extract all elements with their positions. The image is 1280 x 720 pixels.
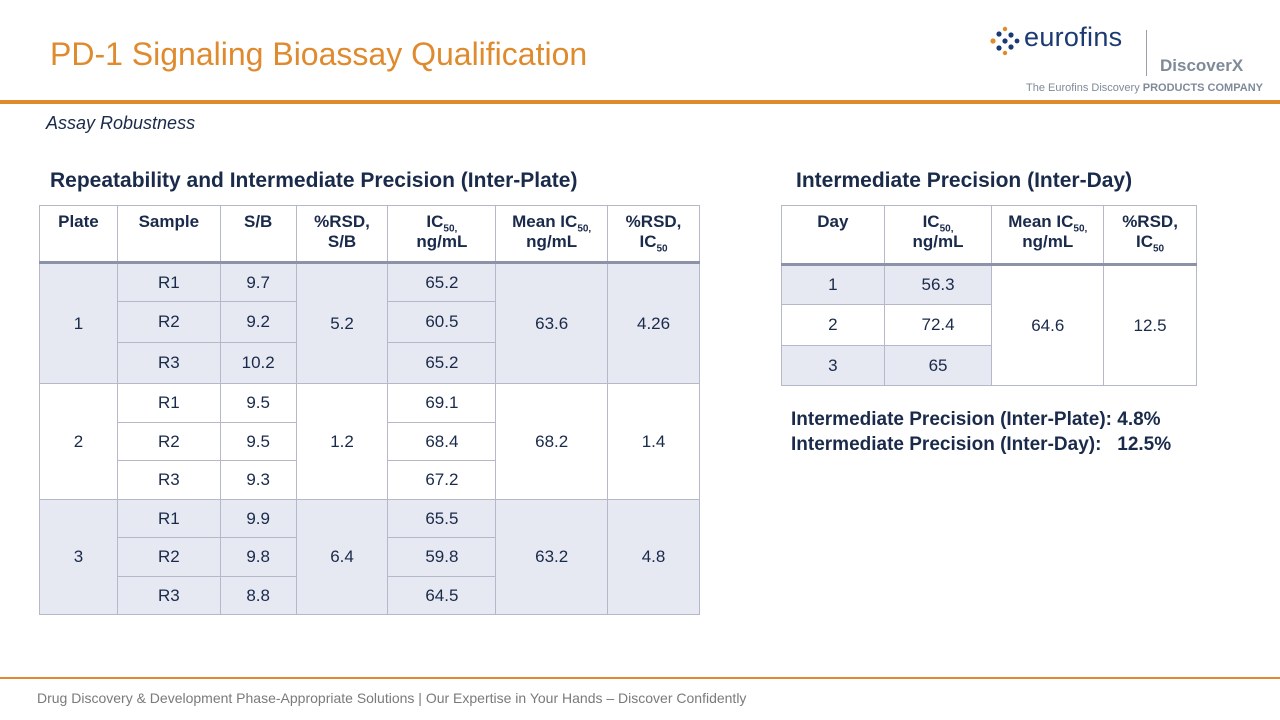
eurofins-logo: eurofins DiscoverX The Eurofins Discover… (988, 22, 1263, 98)
logo-tag-plain: The Eurofins Discovery (1026, 82, 1140, 94)
ic50-cell: 64.5 (387, 576, 497, 615)
sample-cell: R1 (116, 262, 221, 302)
section-subtitle: Assay Robustness (46, 113, 196, 133)
ic50-cell: 69.1 (387, 383, 497, 423)
ic50-cell: 60.5 (387, 301, 497, 343)
ic50-cell: 65.2 (387, 342, 497, 384)
sb-cell: 8.8 (219, 576, 297, 615)
sb-cell: 9.5 (219, 383, 297, 423)
table-row: 3 65 (781, 345, 1197, 386)
sample-cell: R3 (116, 460, 221, 500)
col-header-rsd-sb: %RSD, S/B (295, 205, 389, 264)
table-row: R3 8.8 64.5 (40, 576, 700, 615)
sb-cell: 9.2 (219, 301, 297, 343)
sample-cell: R2 (116, 422, 221, 461)
ic50-cell: 68.4 (387, 422, 497, 461)
ic50-cell: 72.4 (883, 304, 993, 346)
slide-title: PD-1 Signaling Bioassay Qualification (50, 36, 588, 72)
inter-day-title: Intermediate Precision (Inter-Day) (796, 169, 1133, 192)
table-row: R3 10.2 65.2 (40, 342, 700, 384)
rsd-sb-cell: 6.4 (295, 499, 389, 615)
ic50-cell: 56.3 (883, 264, 993, 305)
table-row: R2 9.8 59.8 (40, 537, 700, 577)
col-header-day: Day (781, 205, 885, 266)
summary-inter-plate: Intermediate Precision (Inter-Plate): 4.… (791, 409, 1161, 430)
mean-ic50-cell: 63.2 (495, 499, 609, 615)
table-row: 1 R1 9.7 5.2 65.2 63.6 4.26 (39, 262, 700, 384)
sb-cell: 9.7 (219, 262, 297, 302)
col-header-sample: Sample (116, 205, 221, 264)
table-row: 2 72.4 (781, 304, 1197, 346)
sb-cell: 9.8 (219, 537, 297, 577)
ic50-cell: 65 (883, 345, 993, 386)
summary-inter-day: Intermediate Precision (Inter-Day): 12.5… (791, 434, 1172, 455)
logo-tag-bold: PRODUCTS COMPANY (1142, 82, 1263, 94)
eurofins-dots-icon (990, 26, 1020, 56)
sample-cell: R1 (116, 499, 221, 538)
precision-summary: Intermediate Precision (Inter-Plate): 4.… (791, 407, 1171, 457)
col-header-mean-ic50: Mean IC50, ng/mL (991, 205, 1105, 266)
ic50-cell: 65.5 (387, 499, 497, 538)
sample-cell: R1 (116, 383, 221, 423)
ic50-cell: 67.2 (387, 460, 497, 500)
table-row: R2 9.5 68.4 (40, 422, 700, 461)
sample-cell: R3 (116, 576, 221, 615)
mean-ic50-cell: 64.6 (991, 264, 1105, 386)
table-row: 3 R1 9.9 6.4 65.5 63.2 4.8 (39, 499, 700, 615)
inter-plate-table: Plate Sample S/B %RSD, S/B IC50, ng/mL Mea… (39, 205, 700, 615)
logo-divider (1146, 30, 1147, 76)
sb-cell: 10.2 (219, 342, 297, 384)
rsd-ic50-cell: 4.26 (607, 262, 700, 384)
logo-wordmark: eurofins (1024, 22, 1123, 52)
sample-cell: R3 (116, 342, 221, 384)
table-row: 2 R1 9.5 1.2 69.1 68.2 1.4 (39, 383, 700, 500)
plate-cell: 2 (39, 383, 118, 500)
rsd-ic50-cell: 4.8 (607, 499, 700, 615)
logo-discoverx: DiscoverX (1160, 56, 1244, 75)
rsd-sb-cell: 1.2 (295, 383, 389, 500)
rsd-ic50-cell: 12.5 (1103, 264, 1197, 386)
table-row: 1 56.3 64.6 12.5 (781, 264, 1197, 386)
sb-cell: 9.5 (219, 422, 297, 461)
logo-tagline: The Eurofins Discovery PRODUCTS COMPANY (1026, 82, 1263, 94)
day-cell: 3 (781, 345, 885, 386)
ic50-cell: 65.2 (387, 262, 497, 302)
ic50-cell: 59.8 (387, 537, 497, 577)
plate-cell: 3 (39, 499, 118, 615)
sample-cell: R2 (116, 301, 221, 343)
header-rule (0, 100, 1280, 104)
col-header-plate: Plate (39, 205, 118, 264)
footer-text: Drug Discovery & Development Phase-Appro… (37, 690, 747, 706)
rsd-sb-cell: 5.2 (295, 262, 389, 384)
table-row: R2 9.2 60.5 (40, 301, 700, 343)
table-row: R3 9.3 67.2 (40, 460, 700, 500)
footer-rule (0, 677, 1280, 679)
inter-day-table: Day IC50, ng/mL Mean IC50, ng/mL %RSD, IC50… (781, 205, 1197, 386)
sb-cell: 9.3 (219, 460, 297, 500)
col-header-rsd-ic50: %RSD, IC50 (607, 205, 700, 264)
mean-ic50-cell: 63.6 (495, 262, 609, 384)
sample-cell: R2 (116, 537, 221, 577)
col-header-ic50: IC50, ng/mL (883, 205, 993, 266)
col-header-rsd-ic50: %RSD, IC50 (1103, 205, 1197, 266)
col-header-mean-ic50: Mean IC50, ng/mL (495, 205, 609, 264)
inter-plate-title: Repeatability and Intermediate Precision… (50, 169, 578, 192)
day-cell: 2 (781, 304, 885, 346)
plate-cell: 1 (39, 262, 118, 384)
mean-ic50-cell: 68.2 (495, 383, 609, 500)
col-header-sb: S/B (219, 205, 297, 264)
sb-cell: 9.9 (219, 499, 297, 538)
rsd-ic50-cell: 1.4 (607, 383, 700, 500)
col-header-ic50: IC50, ng/mL (387, 205, 497, 264)
day-cell: 1 (781, 264, 885, 305)
